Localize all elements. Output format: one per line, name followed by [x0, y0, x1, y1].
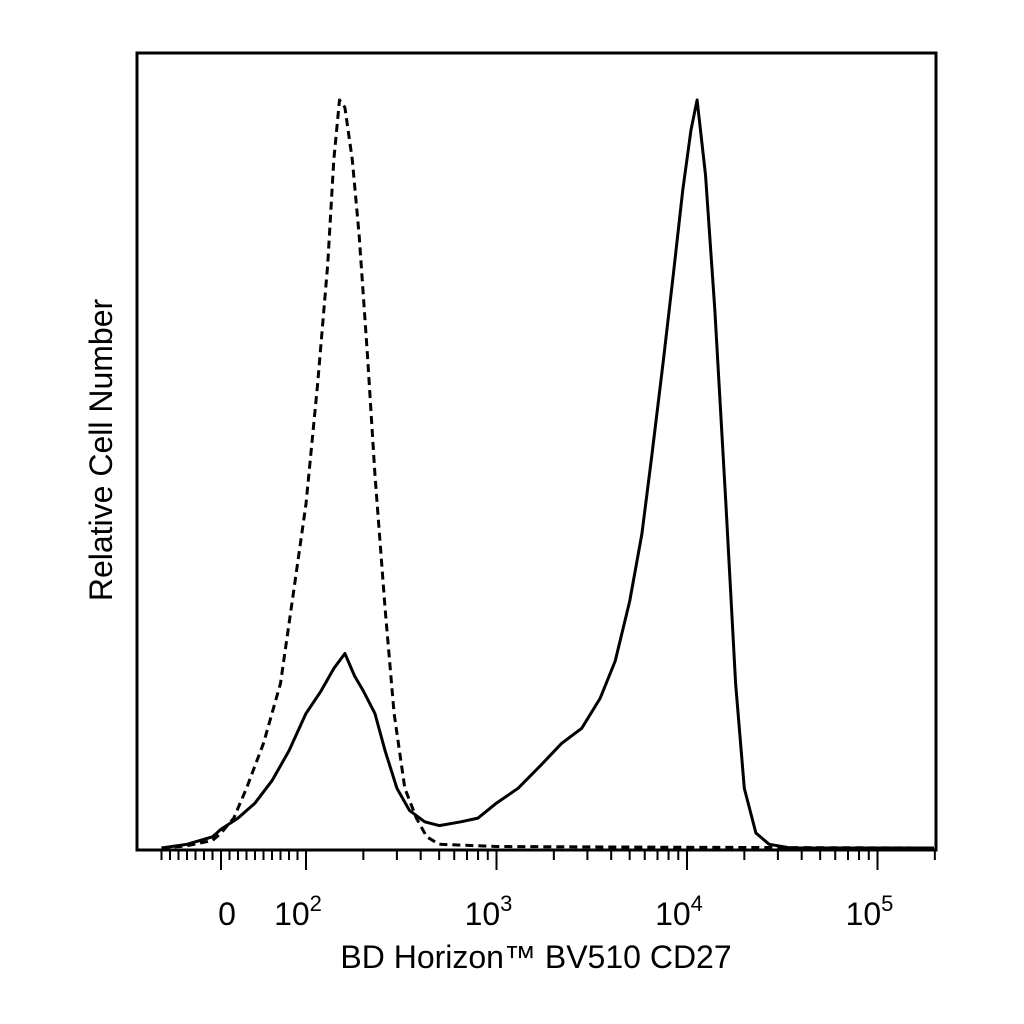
- x-tick-label: 105: [846, 891, 894, 932]
- x-tick-label: 104: [655, 891, 703, 932]
- x-axis-ticks: [160, 850, 936, 870]
- series-line-solid: [161, 98, 934, 850]
- series-layer: [161, 98, 935, 850]
- x-axis-label: BD Horizon™ BV510 CD27: [340, 939, 731, 975]
- plot-frame: [135, 51, 938, 852]
- x-axis-tick-labels: 0 102 103 104 105: [218, 891, 893, 932]
- series-line-dashed: [161, 98, 935, 850]
- x-tick-label: 0: [218, 896, 236, 932]
- x-tick-label: 102: [274, 891, 322, 932]
- x-tick-label: 103: [465, 891, 513, 932]
- y-axis-label: Relative Cell Number: [83, 298, 119, 601]
